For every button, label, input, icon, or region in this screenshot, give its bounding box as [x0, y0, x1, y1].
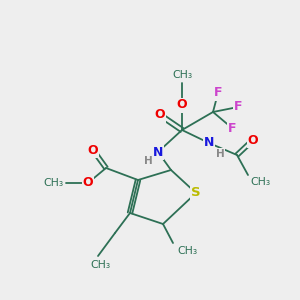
- Text: N: N: [204, 136, 214, 149]
- Text: CH₃: CH₃: [90, 260, 110, 270]
- Text: O: O: [88, 143, 98, 157]
- Text: O: O: [177, 98, 187, 112]
- Text: N: N: [153, 146, 163, 158]
- Text: O: O: [248, 134, 258, 146]
- Text: CH₃: CH₃: [43, 178, 63, 188]
- Text: H: H: [216, 149, 224, 159]
- Text: CH₃: CH₃: [177, 246, 197, 256]
- Text: F: F: [228, 122, 236, 134]
- Text: F: F: [214, 86, 222, 100]
- Text: F: F: [234, 100, 242, 113]
- Text: CH₃: CH₃: [172, 70, 192, 80]
- Text: CH₃: CH₃: [250, 177, 270, 187]
- Text: H: H: [144, 156, 152, 166]
- Text: O: O: [83, 176, 93, 190]
- Text: O: O: [155, 109, 165, 122]
- Text: S: S: [191, 187, 201, 200]
